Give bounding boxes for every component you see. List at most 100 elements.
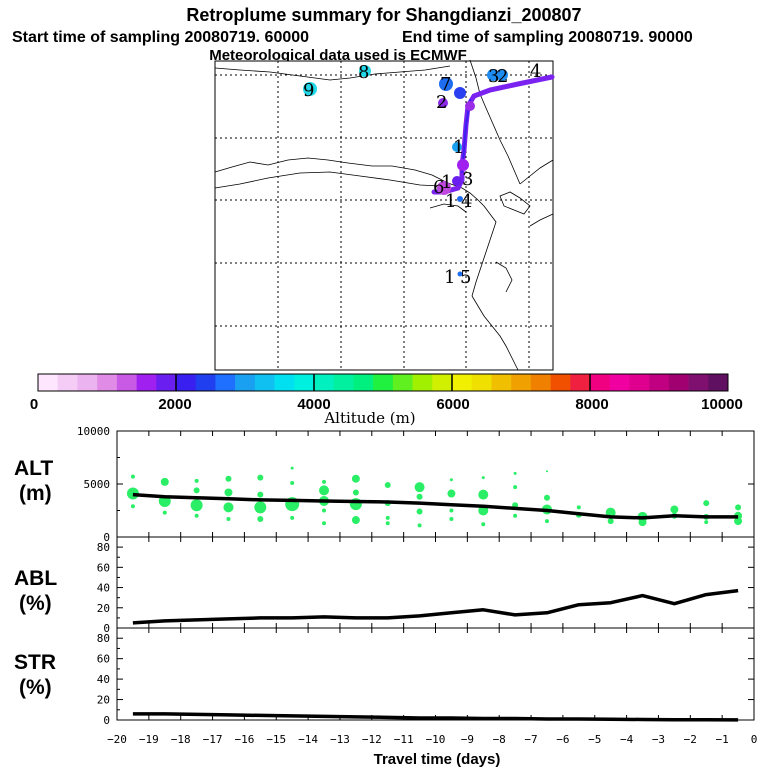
colorbar-swatch — [452, 374, 473, 391]
str-panel-label: STR — [14, 651, 56, 674]
altitude-cluster-point — [385, 521, 390, 526]
altitude-cluster-point — [160, 477, 169, 486]
altitude-cluster-point — [290, 515, 295, 520]
colorbar-swatch — [491, 374, 512, 391]
map-label: 6 — [433, 177, 444, 198]
colorbar-swatch — [215, 374, 236, 391]
colorbar-tick-label: 2000 — [158, 396, 191, 413]
alt-series-line — [132, 492, 739, 520]
x-tick-label: −14 — [298, 733, 318, 746]
map-label: 1 — [444, 267, 455, 288]
altitude-cluster-point — [322, 521, 327, 526]
colorbar-swatch — [38, 374, 59, 391]
str-series-line — [132, 712, 739, 722]
x-tick-label: −12 — [362, 733, 382, 746]
colorbar-swatch — [629, 374, 650, 391]
map-label: 1 — [453, 137, 464, 158]
map-label: 3 — [488, 66, 499, 87]
plume-dot — [452, 176, 462, 186]
colorbar-swatch — [432, 374, 453, 391]
altitude-cluster-point — [290, 480, 295, 485]
altitude-cluster-point — [226, 516, 231, 521]
abl-series-line — [132, 588, 739, 625]
colorbar-swatch — [373, 374, 394, 391]
altitude-cluster-point — [225, 475, 232, 482]
x-tick-label: −1 — [716, 733, 729, 746]
alt-panel-unit: (m) — [19, 482, 52, 505]
altitude-cluster-point — [447, 489, 456, 498]
y-tick-label: 80 — [97, 632, 110, 645]
colorbar-swatch — [708, 374, 729, 391]
y-tick-label: 0 — [103, 531, 110, 544]
y-tick-label: 60 — [97, 561, 110, 574]
colorbar-tick-label: 4000 — [297, 396, 330, 413]
plume-dot — [487, 69, 499, 81]
x-tick-label: −16 — [234, 733, 254, 746]
x-tick-label: −4 — [620, 733, 634, 746]
altitude-cluster-point — [384, 482, 391, 489]
altitude-cluster-point — [481, 476, 485, 480]
altitude-cluster-point — [130, 474, 135, 479]
colorbar-swatch — [471, 374, 492, 391]
altitude-cluster-point — [638, 518, 647, 527]
map-label: 1 — [445, 191, 456, 212]
plume-dot — [457, 271, 463, 277]
altitude-cluster-point — [545, 470, 548, 473]
altitude-cluster-point — [481, 522, 486, 527]
plume-dot — [452, 142, 462, 152]
colorbar-tick-label: 10000 — [701, 396, 743, 413]
x-tick-label: −7 — [524, 733, 537, 746]
altitude-cluster-point — [734, 517, 743, 526]
altitude-cluster-point — [319, 485, 330, 496]
altitude-cluster-point — [224, 488, 233, 497]
y-tick-label: 60 — [97, 653, 110, 666]
colorbar-tick-label: 0 — [30, 396, 38, 413]
x-tick-label: −2 — [684, 733, 697, 746]
altitude-cluster-point — [417, 523, 422, 528]
str-panel-unit: (%) — [19, 676, 52, 699]
plume-dot — [457, 196, 463, 202]
x-tick-label: −15 — [266, 733, 286, 746]
x-tick-label: −10 — [426, 733, 446, 746]
plume-dot — [359, 65, 371, 77]
map-gridlines — [215, 61, 553, 370]
altitude-cluster-point — [478, 489, 489, 500]
colorbar-swatch — [77, 374, 98, 391]
colorbar-swatch — [333, 374, 354, 391]
colorbar-swatch — [314, 374, 335, 391]
altitude-cluster-point — [193, 487, 200, 494]
colorbar-swatch — [649, 374, 670, 391]
map-label: 1 — [441, 172, 452, 193]
altitude-cluster-point — [416, 508, 423, 515]
plume-dot — [437, 181, 451, 195]
y-tick-label: 20 — [97, 694, 110, 707]
map-label: 2 — [436, 92, 447, 113]
x-tick-label: −6 — [556, 733, 569, 746]
colorbar-ticks: 0 2000 4000 6000 8000 10000 — [30, 396, 743, 413]
y-tick-label: 40 — [97, 673, 110, 686]
trajectory-map: 8 9 7 2 3 2 4 1 1 6 3 1 4 1 5 — [214, 59, 555, 371]
colorbar-swatch — [511, 374, 532, 391]
y-tick-label: 80 — [97, 541, 110, 554]
altitude-cluster-point — [194, 513, 199, 518]
map-label: 7 — [440, 74, 451, 95]
map-label: 2 — [497, 66, 508, 87]
map-label: 9 — [303, 80, 314, 101]
y-tick-label: 5000 — [84, 478, 111, 491]
colorbar-swatch — [116, 374, 137, 391]
colorbar-swatch — [235, 374, 256, 391]
altitude-cluster-point — [351, 474, 360, 483]
altitude-cluster-point — [670, 505, 679, 514]
altitude-cluster-point — [257, 474, 264, 481]
altitude-cluster-point — [513, 513, 518, 518]
plume-dot — [439, 77, 453, 91]
colorbar-swatch — [136, 374, 157, 391]
altitude-cluster-point — [351, 516, 360, 525]
altitude-cluster-point — [322, 479, 327, 484]
abl-panel-unit: (%) — [19, 592, 52, 615]
met-data-label: Meteorological data used is ECMWF — [209, 47, 467, 64]
plume-dot — [454, 87, 466, 99]
colorbar-swatch — [195, 374, 216, 391]
altitude-cluster-point — [703, 500, 710, 507]
